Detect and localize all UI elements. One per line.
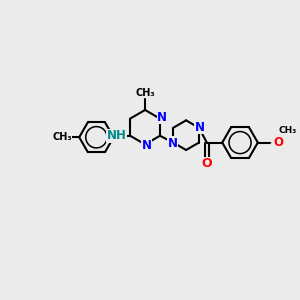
Text: N: N <box>158 111 167 124</box>
Text: O: O <box>273 136 283 149</box>
Text: N: N <box>142 139 152 152</box>
Text: NH: NH <box>106 129 127 142</box>
Text: CH₃: CH₃ <box>279 126 297 135</box>
Text: N: N <box>194 121 205 134</box>
Text: O: O <box>202 158 212 170</box>
Text: CH₃: CH₃ <box>135 88 155 98</box>
Text: N: N <box>168 137 178 150</box>
Text: CH₃: CH₃ <box>52 132 72 142</box>
